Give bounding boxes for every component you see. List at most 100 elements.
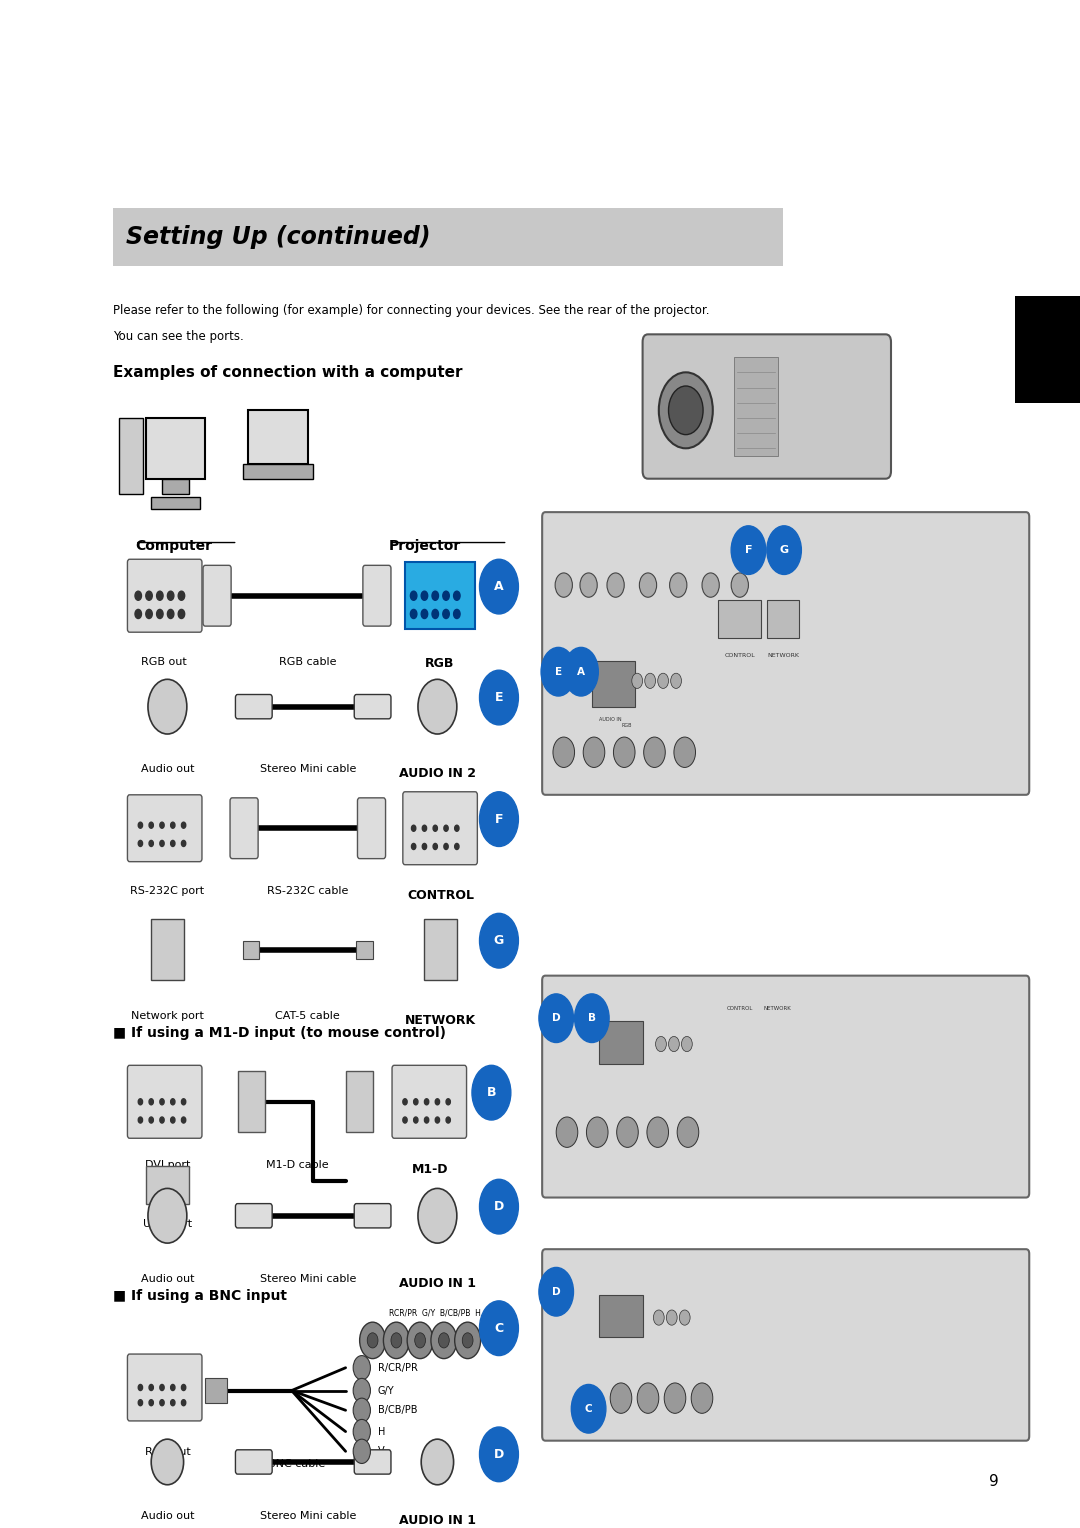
Text: USB port: USB port	[143, 1219, 192, 1229]
Circle shape	[181, 1400, 186, 1406]
Circle shape	[480, 1300, 518, 1355]
Circle shape	[480, 1180, 518, 1235]
FancyBboxPatch shape	[146, 419, 205, 478]
Text: Projector: Projector	[389, 539, 461, 553]
Text: Stereo Mini cable: Stereo Mini cable	[259, 1511, 356, 1520]
Circle shape	[421, 591, 428, 601]
Circle shape	[353, 1355, 370, 1380]
Circle shape	[418, 1189, 457, 1244]
FancyBboxPatch shape	[238, 1071, 265, 1132]
Circle shape	[181, 1099, 186, 1105]
Circle shape	[149, 1384, 153, 1390]
Circle shape	[160, 1099, 164, 1105]
Circle shape	[674, 736, 696, 767]
Circle shape	[424, 1099, 429, 1105]
FancyBboxPatch shape	[230, 798, 258, 859]
Text: Stereo Mini cable: Stereo Mini cable	[259, 764, 356, 775]
Circle shape	[462, 1332, 473, 1348]
Circle shape	[138, 1117, 143, 1123]
Circle shape	[403, 1117, 407, 1123]
Circle shape	[637, 1383, 659, 1413]
FancyBboxPatch shape	[127, 795, 202, 862]
Circle shape	[353, 1420, 370, 1444]
Circle shape	[480, 792, 518, 847]
FancyBboxPatch shape	[363, 565, 391, 626]
FancyBboxPatch shape	[113, 208, 783, 266]
Circle shape	[669, 387, 703, 434]
Circle shape	[391, 1332, 402, 1348]
Bar	[151, 497, 200, 509]
Circle shape	[181, 1384, 186, 1390]
Text: RGB: RGB	[424, 657, 455, 669]
Circle shape	[138, 822, 143, 828]
Circle shape	[670, 573, 687, 597]
Circle shape	[539, 993, 573, 1042]
FancyBboxPatch shape	[354, 1204, 391, 1229]
Circle shape	[443, 610, 449, 619]
Circle shape	[632, 674, 643, 689]
FancyBboxPatch shape	[127, 559, 202, 633]
Circle shape	[149, 1400, 153, 1406]
Circle shape	[607, 573, 624, 597]
Text: AUDIO IN 2: AUDIO IN 2	[399, 767, 476, 781]
Text: AUDIO IN: AUDIO IN	[599, 717, 622, 723]
Circle shape	[353, 1398, 370, 1423]
Text: RGB: RGB	[621, 723, 632, 729]
Circle shape	[171, 840, 175, 847]
Circle shape	[353, 1378, 370, 1403]
Text: Network port: Network port	[131, 1010, 204, 1021]
Circle shape	[138, 1384, 143, 1390]
Circle shape	[148, 1189, 187, 1244]
FancyBboxPatch shape	[357, 798, 386, 859]
Bar	[424, 920, 457, 979]
FancyBboxPatch shape	[354, 695, 391, 718]
Text: Examples of connection with a computer: Examples of connection with a computer	[113, 365, 463, 380]
Text: D: D	[494, 1199, 504, 1213]
Circle shape	[480, 559, 518, 614]
Circle shape	[691, 1383, 713, 1413]
Circle shape	[151, 1439, 184, 1485]
Circle shape	[181, 822, 186, 828]
Text: RGB out: RGB out	[145, 1447, 190, 1456]
Circle shape	[767, 526, 801, 575]
Text: B/CB/PB: B/CB/PB	[378, 1406, 418, 1415]
FancyBboxPatch shape	[354, 1450, 391, 1475]
Circle shape	[669, 1036, 679, 1051]
Circle shape	[664, 1383, 686, 1413]
FancyBboxPatch shape	[235, 695, 272, 718]
Circle shape	[138, 1099, 143, 1105]
Circle shape	[135, 610, 141, 619]
Circle shape	[418, 680, 457, 733]
Text: CONTROL: CONTROL	[407, 889, 474, 902]
Circle shape	[181, 1117, 186, 1123]
Circle shape	[149, 822, 153, 828]
Circle shape	[553, 736, 575, 767]
Circle shape	[586, 1117, 608, 1148]
Circle shape	[160, 840, 164, 847]
FancyBboxPatch shape	[592, 662, 635, 706]
Text: CONTROL: CONTROL	[725, 654, 755, 659]
Circle shape	[583, 736, 605, 767]
Text: F: F	[745, 545, 752, 555]
Circle shape	[480, 671, 518, 724]
Circle shape	[555, 573, 572, 597]
Text: BNC cable: BNC cable	[268, 1459, 326, 1468]
Circle shape	[432, 610, 438, 619]
Circle shape	[171, 1117, 175, 1123]
Text: AUDIO IN 1: AUDIO IN 1	[399, 1276, 476, 1290]
Circle shape	[160, 1384, 164, 1390]
Text: RCR/PR  G/Y  B/CB/PB  H    V: RCR/PR G/Y B/CB/PB H V	[390, 1308, 496, 1317]
Text: Audio out: Audio out	[140, 1511, 194, 1520]
Circle shape	[171, 1384, 175, 1390]
Circle shape	[644, 736, 665, 767]
Circle shape	[653, 1309, 664, 1325]
Circle shape	[383, 1322, 409, 1358]
Circle shape	[135, 591, 141, 601]
Circle shape	[433, 843, 437, 850]
FancyBboxPatch shape	[248, 411, 308, 463]
Circle shape	[454, 591, 460, 601]
Text: NETWORK: NETWORK	[405, 1013, 476, 1027]
Circle shape	[435, 1099, 440, 1105]
FancyBboxPatch shape	[235, 1204, 272, 1229]
Circle shape	[424, 1117, 429, 1123]
